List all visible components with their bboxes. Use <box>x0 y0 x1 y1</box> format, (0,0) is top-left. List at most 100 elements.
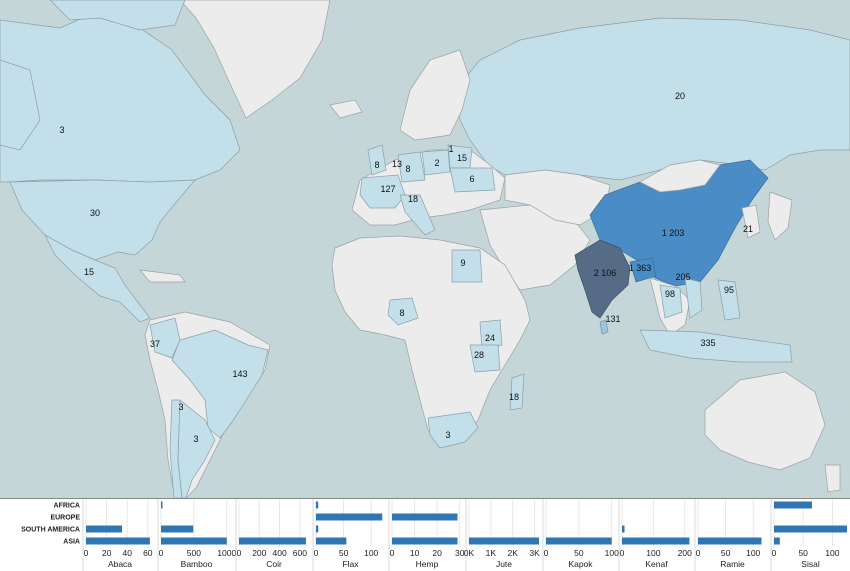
germany <box>397 151 426 183</box>
tick-label: 60 <box>143 548 153 558</box>
map-value-korea: 21 <box>743 224 753 234</box>
russia <box>454 17 850 181</box>
tick-label: 0 <box>314 548 319 558</box>
map-value-kenya: 24 <box>485 333 495 343</box>
south-africa <box>427 411 479 449</box>
map-value-lithuania: 1 <box>448 144 453 154</box>
tick-label: 30 <box>455 548 465 558</box>
alaska <box>0 59 41 151</box>
map-value-bangladesh: 1 363 <box>629 263 652 273</box>
bangladesh <box>629 257 657 283</box>
ukraine <box>449 167 496 193</box>
bar-flax-europe <box>316 513 383 521</box>
tick-label: 500 <box>187 548 201 558</box>
map-value-chile: 3 <box>178 402 183 412</box>
panel-sisal: 0 50 100 Sisal <box>770 499 847 571</box>
kenya <box>479 319 503 351</box>
region-label-south-america: SOUTH AMERICA <box>21 527 80 534</box>
map-value-ukraine: 6 <box>469 174 474 184</box>
iceland <box>329 99 363 119</box>
bar-kenaf-asia <box>622 537 690 545</box>
japan <box>767 191 793 241</box>
tick-label: 200 <box>252 548 266 558</box>
fiber-label-sisal: Sisal <box>801 559 820 569</box>
panel-coir: 0 200 400 600 Coir <box>235 499 307 571</box>
bar-flax-south-america <box>316 525 319 533</box>
region-label-asia: ASIA <box>63 539 80 546</box>
map-value-madagascar: 18 <box>509 392 519 402</box>
bar-bamboo-south-america <box>161 525 194 533</box>
argentina <box>177 399 216 498</box>
tick-label: 100 <box>364 548 378 558</box>
tick-label: 50 <box>574 548 584 558</box>
fiber-label-coir: Coir <box>266 559 282 569</box>
map-value-philippines: 95 <box>724 285 734 295</box>
bar-flax-asia <box>316 537 347 545</box>
tick-label: 50 <box>798 548 808 558</box>
panel-flax: 0 50 100 Flax <box>312 499 383 571</box>
tick-label: 10 <box>410 548 420 558</box>
map-value-canada: 3 <box>59 125 64 135</box>
tick-label: 100 <box>605 548 619 558</box>
map-value-germany: 8 <box>405 164 410 174</box>
map-value-france: 127 <box>380 184 395 194</box>
panel-jute: 0K 1K 2K 3K Jute <box>464 499 540 571</box>
new-zealand <box>824 464 841 493</box>
fiber-bar-chart: AFRICA EUROPE SOUTH AMERICA ASIA 0 20 40 60 Aba… <box>0 498 850 571</box>
philippines <box>717 279 741 321</box>
bar-bamboo-africa <box>161 501 163 509</box>
tick-label: 1000 <box>217 548 236 558</box>
tick-label: 0 <box>390 548 395 558</box>
bar-bamboo-asia <box>161 537 227 545</box>
map-value-netherlands: 13 <box>392 159 402 169</box>
panel-hemp: 0 10 20 30 Hemp <box>388 499 465 571</box>
tick-label: 0 <box>159 548 164 558</box>
fiber-label-hemp: Hemp <box>416 559 439 569</box>
usa <box>9 179 196 261</box>
tick-label: 2K <box>508 548 519 558</box>
caribbean <box>139 269 186 283</box>
map-value-sri-lanka: 131 <box>605 314 620 324</box>
italy <box>399 194 436 236</box>
fiber-label-jute: Jute <box>496 559 512 569</box>
mongolia <box>639 159 721 193</box>
region-label-africa: AFRICA <box>54 503 80 510</box>
map-value-thailand: 98 <box>665 289 675 299</box>
map-value-china: 1 203 <box>662 228 685 238</box>
map-value-belarus: 15 <box>457 153 467 163</box>
fiber-label-ramie: Ramie <box>720 559 745 569</box>
bar-abaca-south-america <box>86 525 123 533</box>
map-value-nigeria: 8 <box>399 308 404 318</box>
brazil <box>171 329 269 439</box>
tick-label: 3K <box>529 548 540 558</box>
indonesia <box>639 329 793 363</box>
tick-label: 100 <box>746 548 760 558</box>
bar-ramie-asia <box>698 537 762 545</box>
canada <box>0 11 241 183</box>
uk <box>367 144 387 176</box>
tick-label: 0 <box>696 548 701 558</box>
map-value-colombia: 37 <box>150 339 160 349</box>
tick-label: 0 <box>620 548 625 558</box>
bar-hemp-europe <box>392 513 458 521</box>
map-value-indonesia: 335 <box>700 338 715 348</box>
map-value-tanzania: 28 <box>474 350 484 360</box>
australia <box>704 371 826 471</box>
poland <box>421 149 451 176</box>
bar-kapok-asia <box>546 537 612 545</box>
tick-label: 100 <box>646 548 660 558</box>
bar-sisal-asia <box>774 537 780 545</box>
colombia <box>149 317 181 359</box>
panel-kapok: 0 50 100 Kapok <box>542 499 619 571</box>
greenland <box>179 0 331 119</box>
fiber-label-kenaf: Kenaf <box>645 559 668 569</box>
india <box>574 239 631 319</box>
mexico <box>44 234 151 323</box>
bar-jute-asia <box>469 537 539 545</box>
tick-label: 20 <box>432 548 442 558</box>
